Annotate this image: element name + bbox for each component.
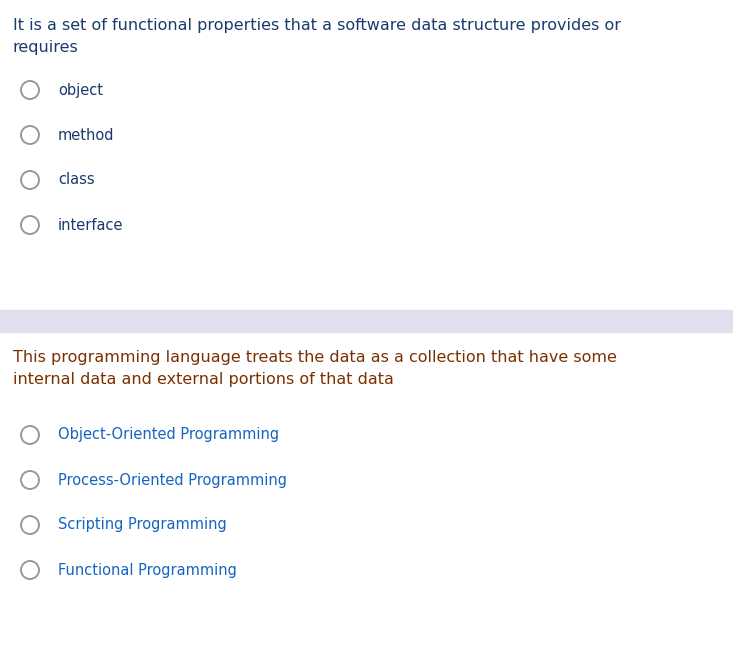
Circle shape <box>21 81 39 99</box>
Circle shape <box>21 561 39 579</box>
Circle shape <box>21 516 39 534</box>
Text: Process-Oriented Programming: Process-Oriented Programming <box>58 472 287 487</box>
Text: object: object <box>58 83 103 97</box>
Circle shape <box>21 426 39 444</box>
Text: Functional Programming: Functional Programming <box>58 562 237 578</box>
Text: internal data and external portions of that data: internal data and external portions of t… <box>13 372 394 387</box>
Circle shape <box>21 126 39 144</box>
Text: Object-Oriented Programming: Object-Oriented Programming <box>58 428 279 443</box>
Text: It is a set of functional properties that a software data structure provides or: It is a set of functional properties tha… <box>13 18 621 33</box>
Circle shape <box>21 471 39 489</box>
Bar <box>0 310 733 332</box>
Text: method: method <box>58 127 114 143</box>
Circle shape <box>21 216 39 234</box>
Circle shape <box>21 171 39 189</box>
Text: requires: requires <box>13 40 78 55</box>
Text: interface: interface <box>58 217 123 233</box>
Text: Scripting Programming: Scripting Programming <box>58 518 226 533</box>
Text: class: class <box>58 173 95 187</box>
Text: This programming language treats the data as a collection that have some: This programming language treats the dat… <box>13 350 617 365</box>
